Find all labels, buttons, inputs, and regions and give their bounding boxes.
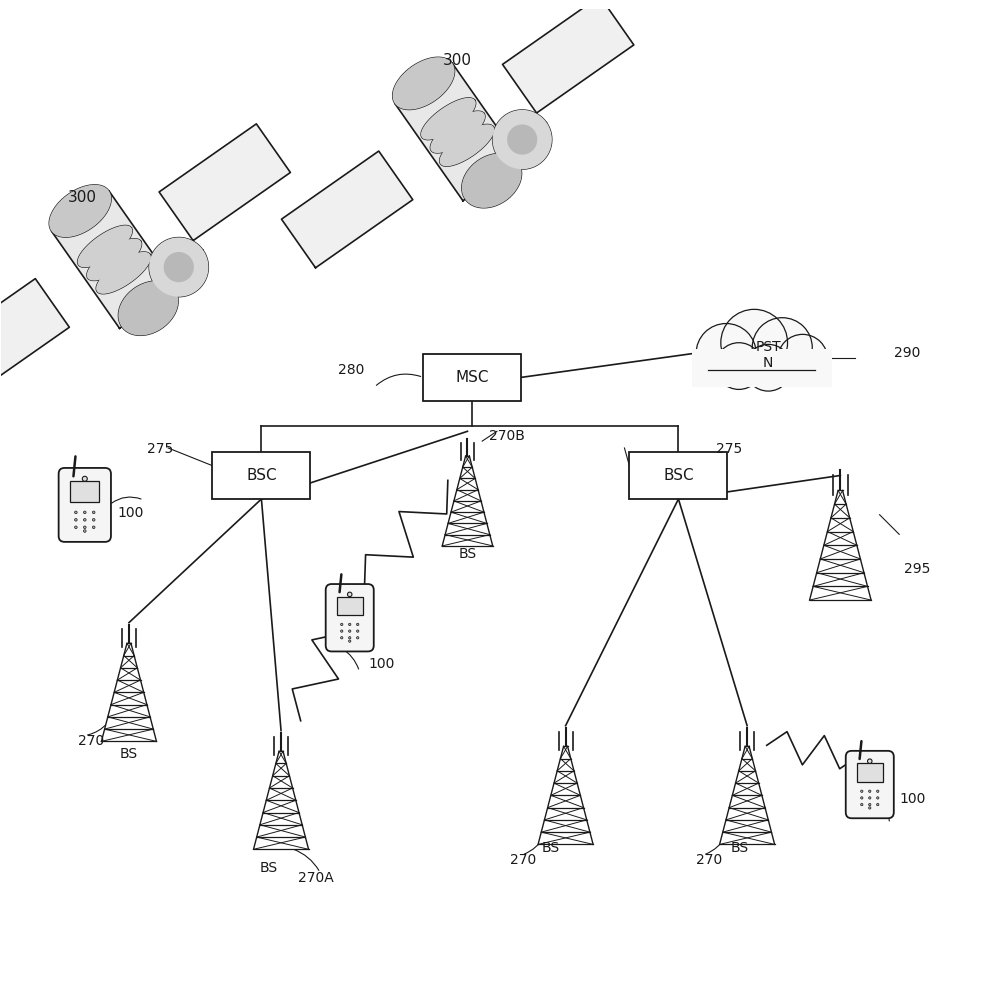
Polygon shape xyxy=(96,252,151,294)
Circle shape xyxy=(877,790,879,792)
Bar xyxy=(337,597,363,615)
Polygon shape xyxy=(493,110,552,169)
Text: 100: 100 xyxy=(117,506,144,520)
Circle shape xyxy=(877,803,879,806)
Circle shape xyxy=(356,630,359,632)
Polygon shape xyxy=(395,63,521,201)
Bar xyxy=(692,349,832,387)
Circle shape xyxy=(715,343,763,389)
Polygon shape xyxy=(51,191,177,328)
Circle shape xyxy=(92,511,95,514)
Circle shape xyxy=(92,519,95,521)
Circle shape xyxy=(348,640,351,642)
Polygon shape xyxy=(49,185,111,237)
Text: 270: 270 xyxy=(697,853,722,867)
Text: BS: BS xyxy=(542,841,560,855)
Text: 300: 300 xyxy=(68,190,97,205)
Circle shape xyxy=(868,759,872,763)
Circle shape xyxy=(745,344,791,391)
Text: 270: 270 xyxy=(510,853,536,867)
Text: 275: 275 xyxy=(716,442,742,456)
Text: 275: 275 xyxy=(147,442,173,456)
Polygon shape xyxy=(281,151,413,268)
Text: MSC: MSC xyxy=(456,370,489,385)
Text: BSC: BSC xyxy=(663,468,694,483)
Circle shape xyxy=(340,630,342,632)
Text: BS: BS xyxy=(459,547,476,561)
Text: 100: 100 xyxy=(899,792,926,806)
Polygon shape xyxy=(101,643,156,741)
Circle shape xyxy=(83,476,88,481)
Circle shape xyxy=(340,637,342,639)
Polygon shape xyxy=(538,746,593,844)
Polygon shape xyxy=(461,153,522,208)
Circle shape xyxy=(348,637,351,639)
Text: BS: BS xyxy=(120,747,138,761)
Circle shape xyxy=(696,324,756,384)
Text: PST
N: PST N xyxy=(756,340,781,370)
Text: 270A: 270A xyxy=(298,871,334,885)
Bar xyxy=(423,354,522,401)
Polygon shape xyxy=(159,124,290,241)
Bar xyxy=(857,763,883,782)
FancyBboxPatch shape xyxy=(59,468,111,542)
Circle shape xyxy=(869,807,871,809)
Polygon shape xyxy=(810,490,871,600)
Polygon shape xyxy=(442,456,493,546)
Circle shape xyxy=(752,318,812,378)
Circle shape xyxy=(356,637,359,639)
Circle shape xyxy=(75,526,77,529)
Text: BS: BS xyxy=(259,861,277,875)
Bar xyxy=(630,452,727,499)
Text: 100: 100 xyxy=(369,657,396,671)
Text: 270B: 270B xyxy=(489,429,524,443)
Circle shape xyxy=(84,526,86,529)
Polygon shape xyxy=(440,124,494,166)
Polygon shape xyxy=(150,237,209,297)
Circle shape xyxy=(777,334,828,384)
Circle shape xyxy=(347,592,352,597)
Text: BSC: BSC xyxy=(246,468,277,483)
Circle shape xyxy=(84,511,86,514)
Circle shape xyxy=(348,623,351,626)
Polygon shape xyxy=(118,281,178,335)
Polygon shape xyxy=(430,111,485,153)
Circle shape xyxy=(877,797,879,799)
Polygon shape xyxy=(78,225,132,267)
Bar xyxy=(70,481,99,502)
Polygon shape xyxy=(719,746,774,844)
Circle shape xyxy=(356,623,359,626)
Text: 295: 295 xyxy=(904,562,931,576)
Bar xyxy=(213,452,311,499)
Circle shape xyxy=(861,790,863,792)
Circle shape xyxy=(84,519,86,521)
Text: 290: 290 xyxy=(894,346,921,360)
Polygon shape xyxy=(87,239,142,281)
Polygon shape xyxy=(0,279,69,395)
Circle shape xyxy=(869,797,871,799)
Text: 270: 270 xyxy=(78,734,104,748)
Circle shape xyxy=(869,790,871,792)
Circle shape xyxy=(861,797,863,799)
Polygon shape xyxy=(393,57,455,110)
FancyBboxPatch shape xyxy=(845,751,893,818)
Circle shape xyxy=(340,623,342,626)
Circle shape xyxy=(84,530,86,532)
Text: 300: 300 xyxy=(443,53,472,68)
Text: BS: BS xyxy=(730,841,748,855)
Polygon shape xyxy=(421,98,475,140)
Polygon shape xyxy=(254,751,309,849)
Polygon shape xyxy=(163,252,194,282)
Circle shape xyxy=(861,803,863,806)
Circle shape xyxy=(75,511,77,514)
Circle shape xyxy=(92,526,95,529)
Polygon shape xyxy=(503,0,634,113)
Circle shape xyxy=(75,519,77,521)
Polygon shape xyxy=(507,124,537,155)
Circle shape xyxy=(869,803,871,806)
Circle shape xyxy=(348,630,351,632)
FancyBboxPatch shape xyxy=(326,584,374,651)
Circle shape xyxy=(721,309,787,376)
Text: 280: 280 xyxy=(338,363,364,377)
